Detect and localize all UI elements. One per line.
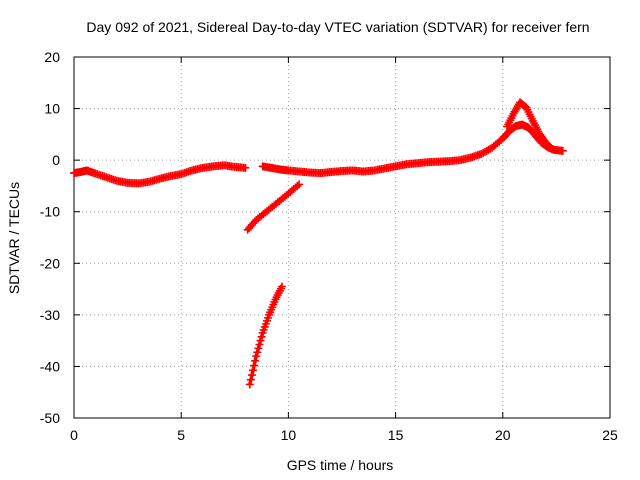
y-tick-label: 10 xyxy=(44,101,60,117)
series-steep-trace xyxy=(245,282,286,389)
data-point xyxy=(253,348,262,357)
chart-title: Day 092 of 2021, Sidereal Day-to-day VTE… xyxy=(86,19,589,35)
data-point xyxy=(247,371,256,380)
plot-frame xyxy=(73,56,611,419)
grid-lines xyxy=(74,57,610,418)
y-axis-label: SDTVAR / TECUs xyxy=(6,182,22,294)
x-tick-label: 25 xyxy=(602,427,618,443)
data-point xyxy=(277,282,286,291)
data-point xyxy=(257,332,266,341)
data-point xyxy=(251,356,260,365)
axis-ticks: 0 5 10 15 20 25 -50 -40 -30 -20 -10 0 10 20 xyxy=(40,49,618,443)
data-point xyxy=(254,344,263,353)
data-point xyxy=(548,145,557,154)
x-axis-label: GPS time / hours xyxy=(287,457,394,473)
data-point xyxy=(250,361,259,370)
data-point xyxy=(241,163,250,172)
data-point xyxy=(547,144,556,153)
data-point xyxy=(252,352,261,361)
data-point xyxy=(293,181,302,190)
x-tick-label: 5 xyxy=(177,427,185,443)
series-upper-arc xyxy=(503,98,557,154)
x-tick-label: 0 xyxy=(70,427,78,443)
y-tick-label: -10 xyxy=(40,204,60,220)
x-tick-label: 20 xyxy=(495,427,511,443)
data-point xyxy=(249,366,258,375)
y-tick-label: -40 xyxy=(40,358,60,374)
series-main-trace-a xyxy=(70,161,250,188)
series-diagonal-trace xyxy=(243,180,304,234)
data-point xyxy=(255,340,264,349)
y-tick-label: 0 xyxy=(52,152,60,168)
y-tick-label: 20 xyxy=(44,49,60,65)
y-tick-label: -50 xyxy=(40,410,60,426)
data-point xyxy=(256,336,265,345)
data-point xyxy=(246,375,255,384)
y-tick-label: -30 xyxy=(40,307,60,323)
data-point xyxy=(245,380,254,389)
x-tick-label: 15 xyxy=(388,427,404,443)
series-main-trace-b xyxy=(258,120,567,178)
data-point xyxy=(295,180,304,189)
data-point xyxy=(558,146,567,155)
data-marks xyxy=(70,98,567,389)
x-tick-label: 10 xyxy=(281,427,297,443)
y-tick-label: -20 xyxy=(40,255,60,271)
